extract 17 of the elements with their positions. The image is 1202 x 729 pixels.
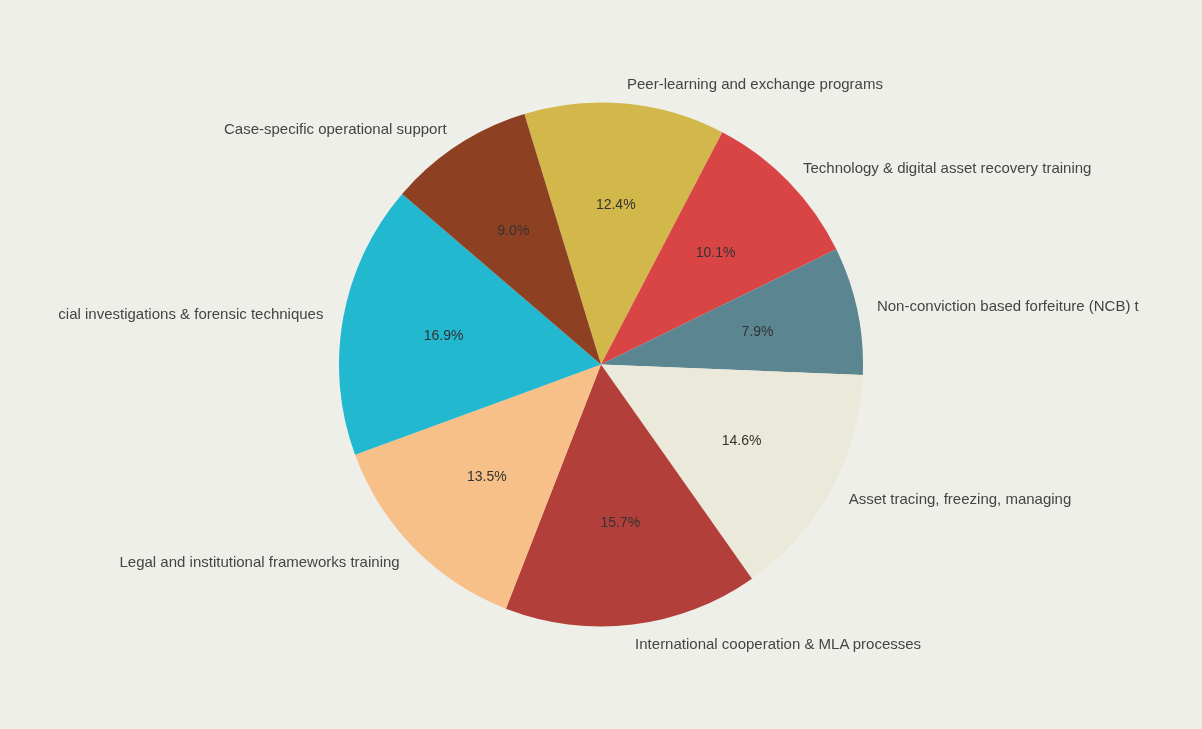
data-label: 13.5% — [466, 467, 507, 484]
slice-label: cial investigations & forensic techniques — [58, 305, 324, 323]
slice-label: Technology & digital asset recovery training — [802, 158, 1092, 176]
data-label: 7.9% — [741, 322, 774, 339]
data-label: 16.9% — [423, 327, 464, 344]
slice-label: International cooperation & MLA processes — [635, 635, 922, 653]
data-label: 14.6% — [721, 432, 762, 449]
slice-label: Peer-learning and exchange programs — [626, 74, 883, 92]
slice-label: Legal and institutional frameworks training — [119, 552, 400, 570]
slice-label: Non-conviction based forfeiture (NCB) t — [876, 297, 1140, 315]
data-label: 9.0% — [497, 221, 530, 238]
pie-slice — [601, 249, 863, 376]
data-label: 12.4% — [595, 196, 636, 213]
slice-label: Asset tracing, freezing, managing — [848, 490, 1072, 508]
data-label: 15.7% — [600, 514, 641, 531]
slice-label: Case-specific operational support — [223, 119, 448, 137]
data-label: 10.1% — [695, 243, 736, 260]
